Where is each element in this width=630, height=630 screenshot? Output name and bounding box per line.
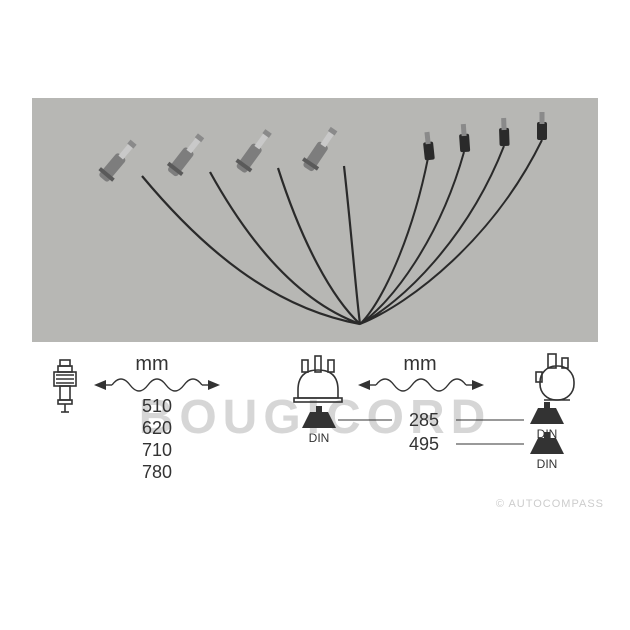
length-value: 620 [142, 418, 172, 438]
cable-right-group [360, 112, 547, 324]
cable-illustration [32, 98, 598, 342]
din-label: DIN [309, 431, 330, 445]
wave-arrow-left [94, 379, 220, 391]
product-card: BOUGICORD © AUTOCOMPASS mm [0, 0, 630, 630]
length-value: 510 [142, 396, 172, 416]
din-label: DIN [537, 457, 558, 471]
din-boot-icon [302, 406, 336, 428]
product-photo [32, 98, 598, 342]
mm-label-right: mm [403, 353, 436, 375]
din-boot-icon [530, 432, 564, 454]
length-value: 710 [142, 440, 172, 460]
cable-left-group [96, 124, 360, 324]
wave-arrow-right [358, 379, 484, 391]
din-boot-icon [530, 402, 564, 424]
length-value: 780 [142, 462, 172, 482]
length-value: 495 [409, 434, 439, 454]
distributor-cap-icon [294, 356, 342, 402]
length-value: 285 [409, 410, 439, 430]
mm-label-left: mm [135, 353, 168, 375]
spark-plug-icon [54, 360, 76, 412]
ignition-coil-icon [536, 354, 574, 400]
length-diagram: mm 510 620 710 780 mm [32, 350, 598, 530]
